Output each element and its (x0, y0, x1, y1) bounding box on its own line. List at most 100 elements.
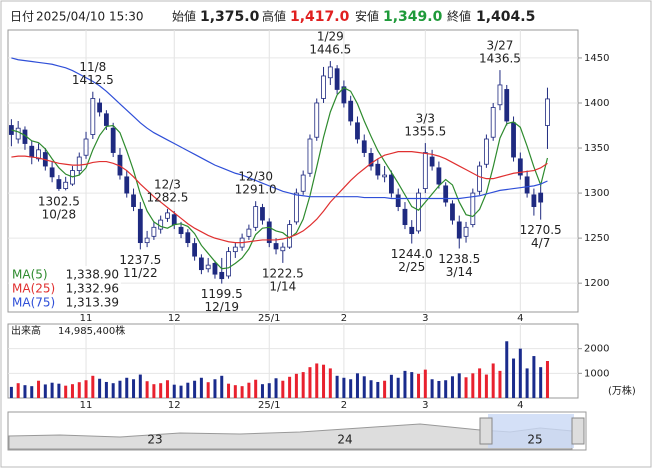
volume-bar (50, 382, 54, 398)
volume-bar (518, 348, 522, 398)
annotation-value: 1412.5 (72, 73, 114, 87)
candle-body (395, 194, 401, 207)
y-tick-label: 1200 (584, 278, 609, 289)
x-tick-label: 12 (168, 313, 181, 324)
annotation-date: 1/14 (269, 279, 296, 293)
volume-bar (450, 376, 454, 398)
volume-bar (179, 385, 183, 398)
volume-panel (7, 323, 579, 399)
annotation-value: 1199.5 (201, 287, 243, 301)
candle-body (226, 251, 231, 277)
annotation-value: 1302.5 (38, 194, 80, 208)
volume-bar (165, 380, 169, 398)
x-tick-label: 3 (422, 313, 428, 324)
volume-bar (484, 374, 488, 398)
candle-body (456, 221, 462, 239)
header-high: 1,417.0 (290, 9, 350, 25)
x-tick-label: 25/1 (258, 400, 280, 411)
candle-body (307, 138, 313, 174)
volume-bar (172, 384, 176, 398)
volume-bar (132, 379, 136, 398)
annotation-value: 1270.5 (520, 223, 562, 237)
y-tick-label: 1350 (584, 143, 609, 154)
x-tick-label: 4 (517, 400, 523, 411)
volume-bar (545, 361, 549, 398)
candle-body (524, 176, 530, 194)
candle-body (470, 192, 476, 226)
volume-bar (301, 372, 305, 398)
volume-bar (396, 377, 400, 398)
header-label: 高値 (262, 9, 286, 24)
candle-body (15, 127, 21, 140)
volume-bar (64, 385, 68, 398)
header-label: 始値 (172, 9, 196, 24)
y-tick-label: 1000 (584, 368, 609, 379)
candle-body (97, 102, 103, 113)
x-tick-label: 3 (422, 400, 428, 411)
y-tick-label: 1400 (584, 98, 609, 109)
volume-bar (159, 383, 163, 398)
candle-body (171, 214, 177, 226)
header-close: 1,404.5 (476, 9, 535, 25)
candle-body (110, 127, 116, 153)
candle-body (355, 122, 360, 140)
y-unit: (万株) (608, 384, 636, 397)
x-tick-label: 11 (80, 313, 93, 324)
volume-bar (199, 377, 203, 398)
volume-bar (478, 368, 482, 398)
candle-body (253, 206, 259, 228)
volume-bar (16, 383, 20, 398)
x-tick-label: 2 (341, 313, 347, 324)
volume-bar (240, 386, 244, 398)
candle-body (76, 156, 82, 171)
candle-body (517, 158, 523, 176)
legend-value: 1,338.90 (66, 268, 119, 282)
volume-bar (98, 378, 102, 398)
candle-body (409, 226, 415, 235)
y-tick-label: 1250 (584, 233, 609, 244)
volume-bar (213, 379, 217, 398)
annotation-value: 1446.5 (309, 43, 351, 57)
candle-body (83, 138, 89, 156)
volume-bar (274, 378, 278, 398)
annotation-date: 2/25 (398, 260, 425, 274)
volume-bar (9, 386, 13, 398)
annotation-date: 10/28 (42, 207, 77, 221)
navigator-handle-right[interactable] (571, 417, 585, 445)
legend-name: MA(75) (12, 296, 55, 310)
plot-layer: 11 11 12 12 25/1 25/1 2 2 3 3 4 4 1200 1250 1300 1350 14… (8, 30, 636, 411)
volume-bar (430, 379, 434, 398)
navigator-window[interactable] (488, 414, 574, 448)
candle-body (490, 107, 496, 138)
candle-body (531, 194, 537, 207)
volume-bar (471, 373, 475, 398)
candle-body (280, 246, 286, 252)
volume-bar (125, 377, 129, 398)
candle-body (443, 185, 449, 203)
candle-body (158, 219, 164, 230)
candle-body (321, 75, 326, 99)
candle-body (538, 192, 544, 203)
navigator-handle-left[interactable] (479, 417, 493, 445)
volume-bar (145, 381, 149, 398)
volume-bar (206, 382, 210, 398)
volume-bar (57, 383, 61, 398)
volume-bar (70, 384, 74, 398)
volume-bar (118, 380, 122, 398)
header-label: 終値 (447, 9, 471, 24)
candle-body (266, 221, 272, 244)
volume-bar (193, 380, 197, 398)
annotation-date: 3/3 (416, 112, 435, 126)
volume-bar (410, 372, 414, 398)
candle-body (429, 156, 435, 167)
header-low: 1,349.0 (383, 9, 443, 25)
volume-bar (308, 367, 312, 398)
candle-body (477, 165, 483, 192)
volume-bar (349, 379, 353, 398)
annotation-date: 11/8 (79, 60, 106, 74)
candle-body (388, 174, 394, 194)
x-tick-label: 2 (341, 400, 347, 411)
volume-bar (369, 380, 373, 398)
candle-body (144, 237, 150, 244)
candle-body (504, 89, 510, 122)
